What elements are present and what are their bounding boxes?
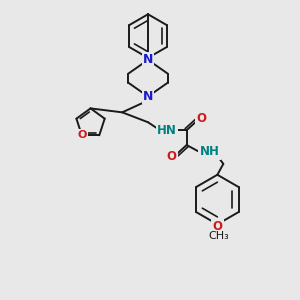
- Text: O: O: [77, 130, 86, 140]
- Text: HN: HN: [157, 124, 177, 137]
- Text: O: O: [167, 150, 177, 164]
- Text: CH₃: CH₃: [208, 231, 229, 241]
- Text: NH: NH: [200, 146, 219, 158]
- Text: O: O: [196, 112, 206, 125]
- Text: N: N: [143, 53, 153, 66]
- Text: O: O: [212, 220, 222, 233]
- Text: N: N: [143, 90, 153, 103]
